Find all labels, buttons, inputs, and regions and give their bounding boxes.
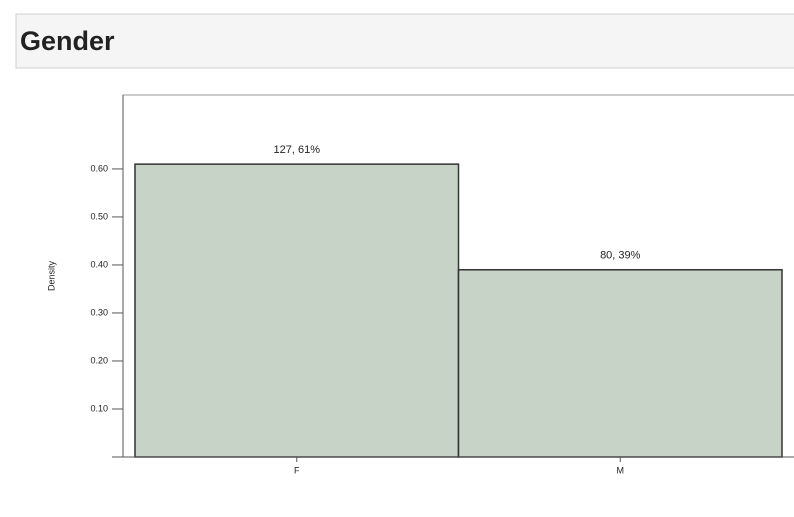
y-tick-label: 0.40 <box>90 259 108 269</box>
y-tick-label: 0.50 <box>90 211 108 221</box>
x-tick-label: F <box>294 465 300 475</box>
panel-title: Gender <box>20 26 115 56</box>
y-tick-label: 0.10 <box>90 403 108 413</box>
y-tick-label: 0.20 <box>90 355 108 365</box>
value-label: 80, 39% <box>600 250 641 262</box>
x-tick-label: M <box>617 465 625 475</box>
y-axis-label: Density <box>46 260 56 291</box>
bar <box>134 163 460 458</box>
bar <box>457 269 783 458</box>
y-tick-label: 0.60 <box>90 163 108 173</box>
header-panel <box>15 13 794 69</box>
y-tick-label: 0.30 <box>90 307 108 317</box>
value-label: 127, 61% <box>274 144 321 156</box>
